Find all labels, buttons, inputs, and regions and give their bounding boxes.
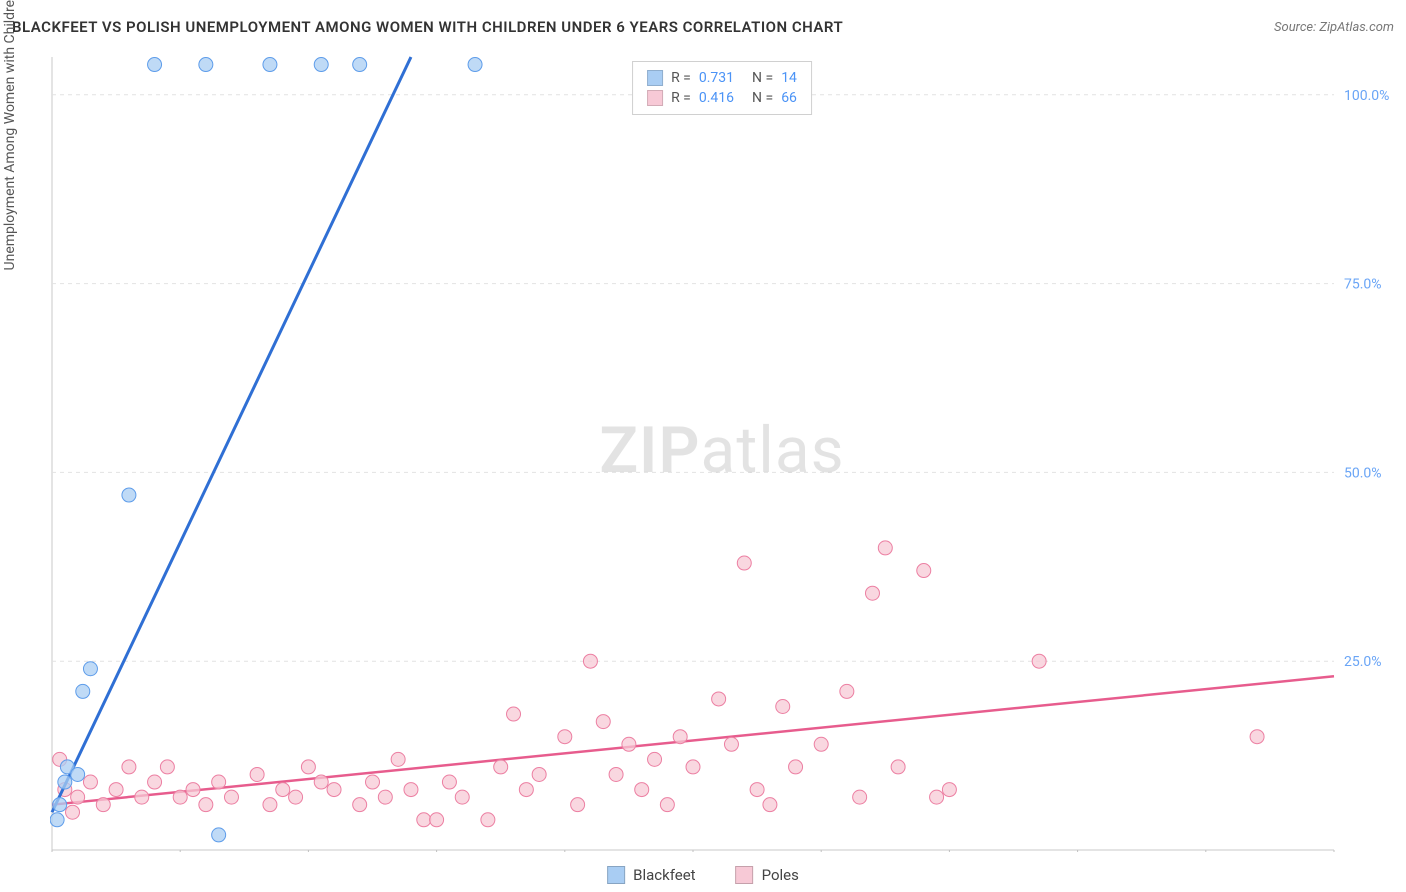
y-axis-label: Unemployment Among Women with Children U… [2,0,18,270]
swatch-blackfeet-2 [607,866,625,884]
legend-row-poles: R = 0.416 N = 66 [647,88,797,108]
chart-area: 25.0%50.0%75.0%100.0%0.0%50.0% ZIPatlas … [50,55,1394,852]
svg-text:25.0%: 25.0% [1344,654,1382,670]
swatch-blackfeet [647,70,663,86]
legend-item-blackfeet: Blackfeet [607,866,695,884]
svg-text:100.0%: 100.0% [1344,88,1389,104]
svg-text:75.0%: 75.0% [1344,277,1382,293]
correlation-legend: R = 0.731 N = 14 R = 0.416 N = 66 [632,61,812,115]
chart-title: BLACKFEET VS POLISH UNEMPLOYMENT AMONG W… [12,18,843,36]
legend-item-poles: Poles [736,866,799,884]
swatch-poles-2 [736,866,754,884]
svg-text:50.0%: 50.0% [1344,465,1382,481]
swatch-poles [647,90,663,106]
series-legend: Blackfeet Poles [607,866,799,884]
scatter-plot: 25.0%50.0%75.0%100.0%0.0%50.0% [50,55,1394,852]
source-label: Source: ZipAtlas.com [1274,20,1394,35]
legend-row-blackfeet: R = 0.731 N = 14 [647,68,797,88]
